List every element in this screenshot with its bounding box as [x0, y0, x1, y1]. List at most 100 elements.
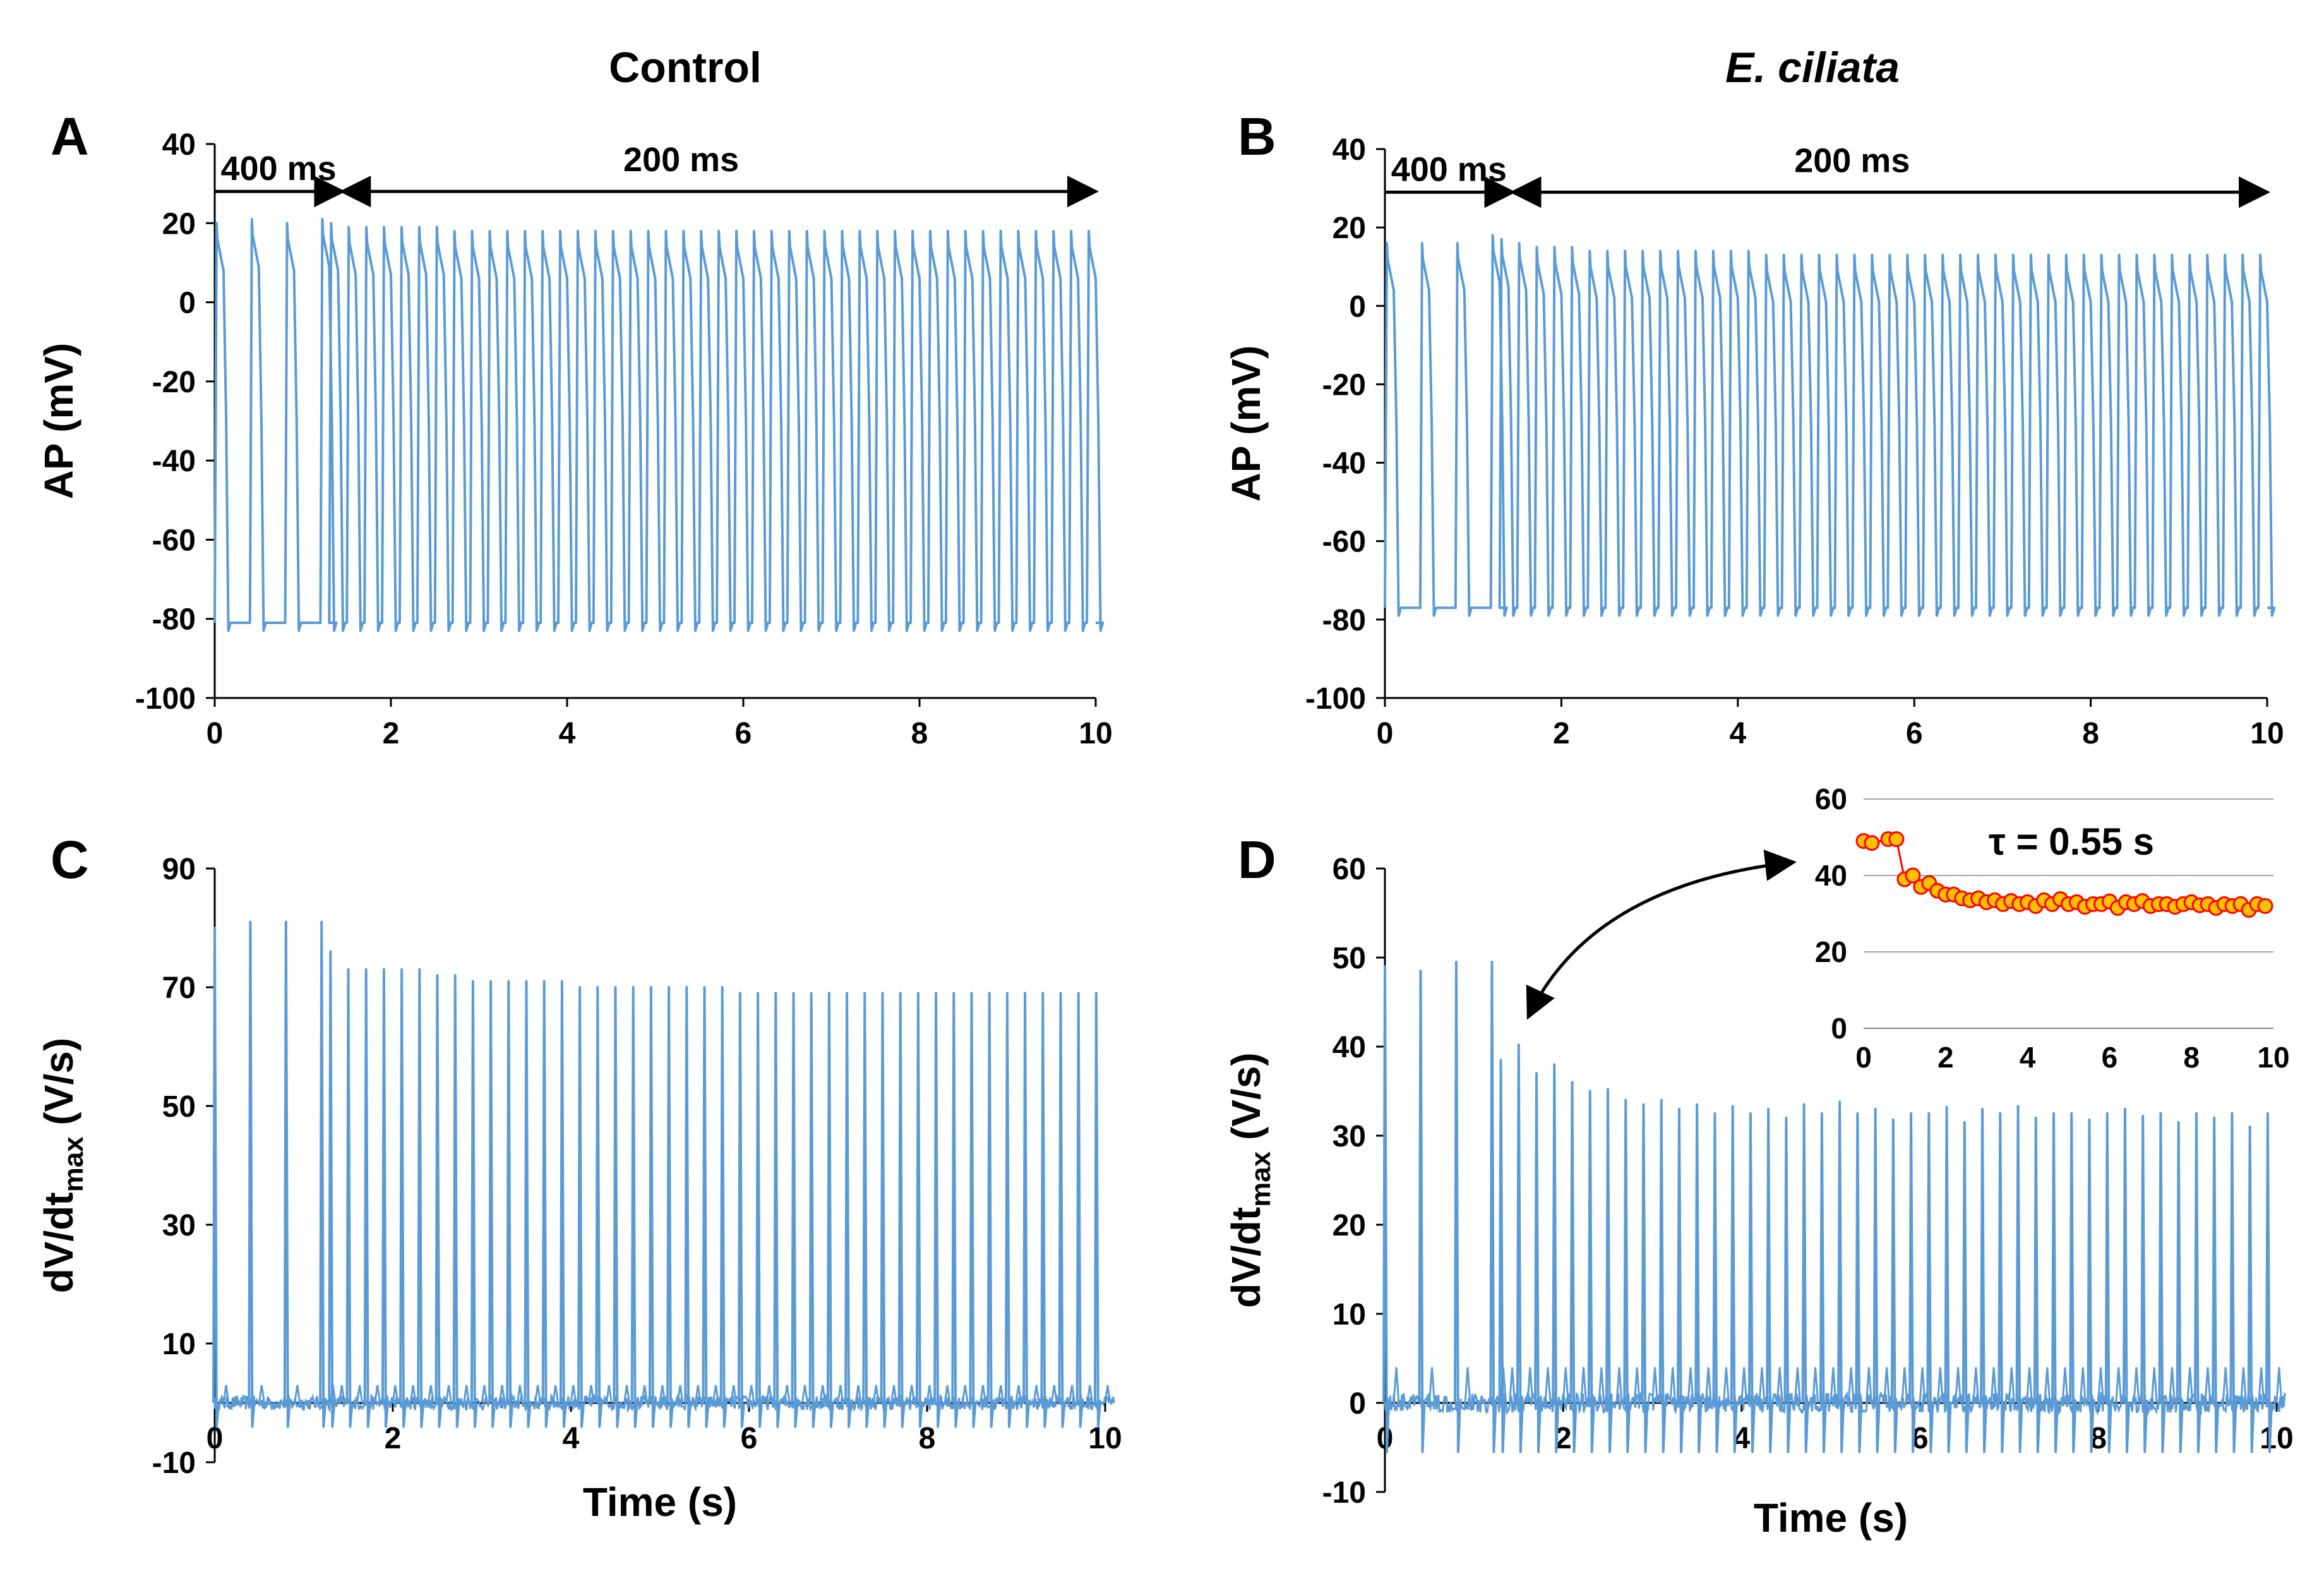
dvdt-afterspike	[1615, 1367, 1623, 1404]
dvdt-spike	[2158, 1112, 2166, 1453]
dvdt-afterspike	[854, 1385, 862, 1404]
dvdt-afterspike	[2239, 1367, 2247, 1404]
y-axis-label: dV/dtmax (V/s)	[1223, 1052, 1276, 1308]
y-tick-label: -20	[1322, 368, 1366, 402]
x-tick-label: 0	[207, 1422, 224, 1455]
dvdt-afterspike	[338, 1385, 345, 1404]
x-tick-label: 2	[385, 1422, 402, 1455]
y-tick-label: 40	[162, 128, 196, 162]
dvdt-spike	[1498, 1059, 1506, 1453]
x-tick-label: 10	[1079, 717, 1112, 750]
dvdt-afterspike	[1598, 1367, 1605, 1404]
dvdt-spike	[577, 986, 585, 1428]
y-axis-label-subscript: max	[58, 1136, 89, 1193]
x-axis-label: Time (s)	[583, 1479, 737, 1525]
dvdt-spike	[1516, 1043, 1524, 1453]
dvdt-afterspike	[2258, 1367, 2265, 1404]
dvdt-afterspike	[445, 1385, 452, 1404]
dvdt-spike	[1872, 1107, 1881, 1453]
dvdt-spike	[897, 992, 906, 1428]
protocol-label-400ms: 400 ms	[1391, 150, 1507, 188]
y-axis-label-text: AP (mV)	[1223, 346, 1269, 502]
dvdt-afterspike	[222, 1385, 230, 1404]
dvdt-afterspike	[943, 1385, 951, 1404]
dvdt-afterspike	[1758, 1367, 1766, 1404]
dvdt-afterspike	[819, 1385, 827, 1404]
dvdt-afterspike	[659, 1385, 666, 1404]
dvdt-spike	[666, 986, 674, 1428]
dvdt-afterspike	[1464, 1367, 1471, 1404]
inset-data-point	[2257, 898, 2273, 914]
dvdt-spike	[1382, 965, 1390, 1453]
dvdt-spike	[1075, 992, 1084, 1428]
dvdt-spike	[986, 992, 995, 1428]
x-tick-label: 6	[741, 1422, 758, 1455]
dvdt-spike	[1676, 1107, 1684, 1453]
dvdt-spike	[1623, 1098, 1631, 1453]
dvdt-spike	[2212, 1116, 2220, 1453]
y-tick-label: -10	[1322, 1476, 1366, 1510]
dvdt-afterspike	[641, 1385, 649, 1404]
y-tick-label: -80	[1322, 604, 1366, 637]
dvdt-afterspike	[1428, 1367, 1435, 1404]
dvdt-spike	[1730, 1105, 1738, 1453]
dvdt-spike	[559, 980, 567, 1428]
dvdt-spike	[1587, 1090, 1595, 1453]
dvdt-spike	[2247, 1125, 2255, 1453]
y-tick-label: 90	[162, 853, 196, 886]
dvdt-afterspike	[908, 1385, 916, 1404]
x-tick-label: 6	[735, 717, 752, 750]
dvdt-afterspike	[1104, 1385, 1111, 1404]
dvdt-spike	[933, 992, 942, 1428]
dvdt-spike	[2140, 1114, 2148, 1453]
protocol-label-400ms: 400 ms	[221, 150, 337, 188]
y-tick-label: 0	[179, 287, 196, 320]
dvdt-spike	[1837, 1100, 1845, 1453]
dvdt-spike	[719, 986, 728, 1428]
dvdt-afterspike	[1830, 1367, 1837, 1404]
dvdt-afterspike	[605, 1385, 613, 1404]
y-tick-label: -60	[1322, 526, 1366, 559]
inset-callout-arrow	[1526, 850, 1797, 1020]
dvdt-afterspike	[837, 1385, 844, 1404]
y-tick-label: 50	[1333, 942, 1366, 975]
x-tick-label: 10	[1088, 1422, 1122, 1455]
dvdt-spike	[1712, 1112, 1720, 1453]
dvdt-afterspike	[1526, 1367, 1534, 1404]
ap-trace	[213, 218, 1105, 632]
inset-data-point	[1864, 835, 1880, 851]
dvdt-spike	[2015, 1105, 2023, 1453]
dvdt-spike	[452, 974, 460, 1428]
dvdt-spike	[1552, 1063, 1560, 1453]
dvdt-spike	[1801, 1103, 1809, 1453]
y-tick-label: -10	[152, 1446, 196, 1480]
dvdt-afterspike	[730, 1385, 738, 1404]
x-tick-label: 8	[2082, 717, 2099, 750]
dvdt-afterspike	[1722, 1367, 1730, 1404]
panel-letter-a: A	[51, 107, 89, 166]
dvdt-spike	[541, 980, 549, 1428]
dvdt-spike	[969, 992, 977, 1428]
dvdt-afterspike	[1990, 1367, 1998, 1404]
dvdt-spike	[1783, 1116, 1792, 1453]
dvdt-spike	[2122, 1107, 2130, 1453]
inset-x-tick-label: 6	[2102, 1041, 2118, 1074]
dvdt-spike	[1489, 961, 1497, 1453]
y-axis-label-unit: (V/s)	[36, 1038, 81, 1136]
panel-d-dvdt: 60 50 40 30 20 10 0 -10 0 2 4 6 8 10 dV/dtmax (V/s) Tim…	[1223, 853, 2294, 1541]
dvdt-afterspike	[2079, 1367, 2087, 1404]
dvdt-afterspike	[1687, 1367, 1694, 1404]
y-tick-label: -100	[1305, 682, 1366, 716]
x-tick-label: 10	[2250, 717, 2284, 750]
dvdt-afterspike	[1509, 1367, 1516, 1404]
dvdt-spike	[1453, 961, 1461, 1453]
x-tick-label: 8	[911, 717, 928, 750]
y-tick-label: -80	[152, 603, 196, 637]
panel-letter-c: C	[51, 830, 89, 889]
dvdt-afterspike	[2061, 1367, 2069, 1404]
inset-x-tick-label: 10	[2257, 1041, 2289, 1074]
y-tick-label: -100	[135, 682, 196, 716]
dvdt-afterspike	[409, 1385, 417, 1404]
dvdt-afterspike	[2115, 1367, 2123, 1404]
